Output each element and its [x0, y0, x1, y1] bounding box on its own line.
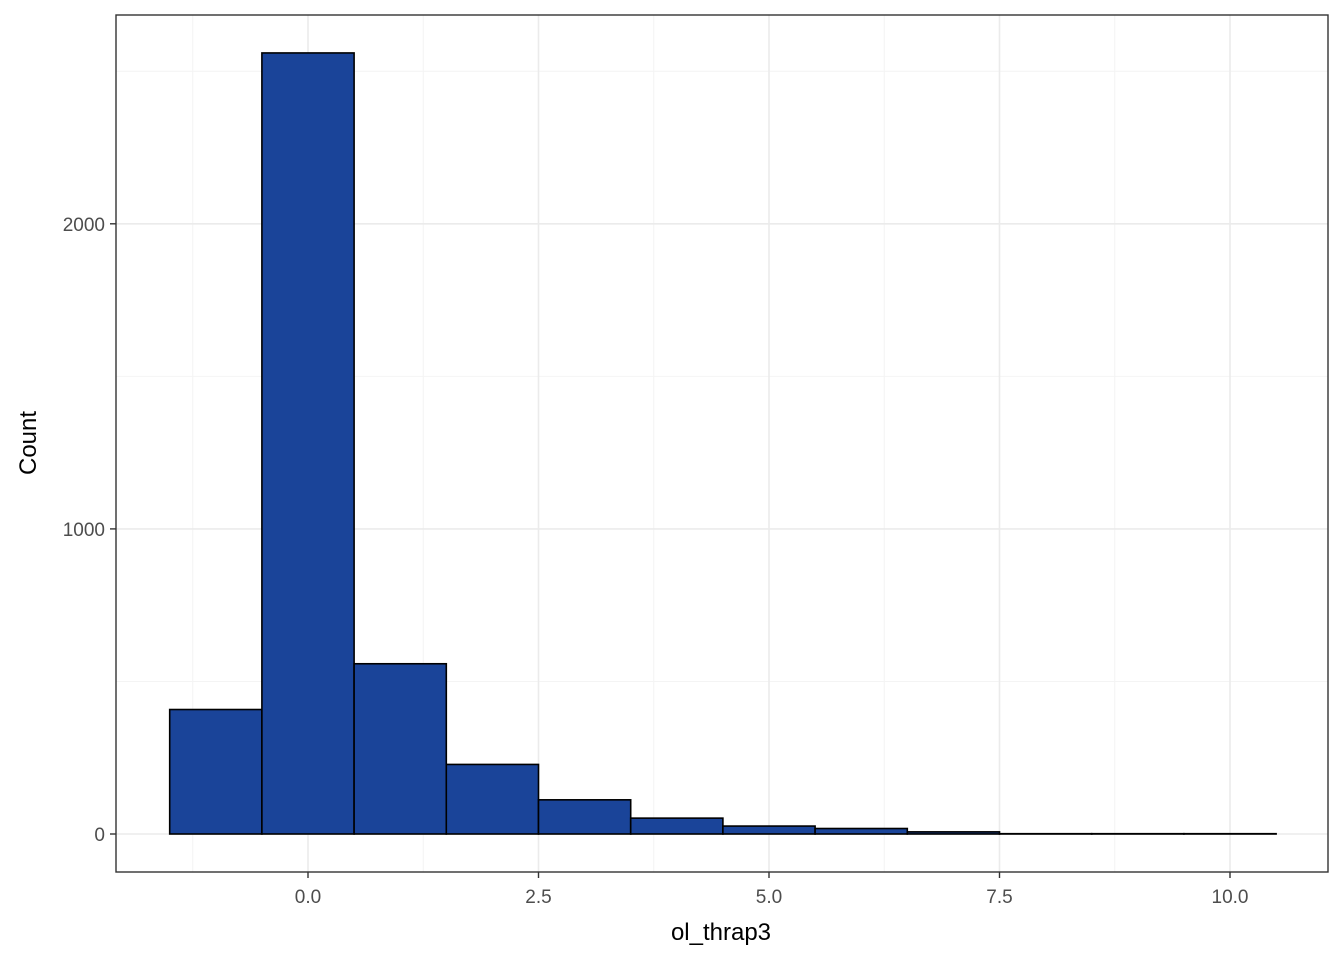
y-tick-label: 2000 — [63, 215, 105, 236]
histogram-bar — [261, 52, 355, 835]
histogram-bar — [722, 825, 816, 835]
histogram-bar — [353, 662, 448, 835]
histogram-bars — [168, 52, 1277, 835]
histogram-bar — [445, 763, 540, 835]
panel-border — [115, 14, 1329, 873]
histogram-bar — [814, 827, 909, 835]
histogram-bar — [629, 817, 724, 835]
x-axis-ticks: 0.0 2.5 5.0 7.5 10.0 — [295, 872, 1249, 908]
histogram-bar — [168, 708, 263, 835]
x-tick-label: 5.0 — [756, 887, 782, 908]
y-tick-label: 0 — [94, 825, 105, 846]
y-tick-label: 1000 — [63, 520, 105, 541]
x-tick-label: 0.0 — [295, 887, 321, 908]
x-tick-label: 10.0 — [1212, 887, 1249, 908]
y-axis-title: Count — [15, 411, 42, 475]
x-tick-label: 7.5 — [986, 887, 1012, 908]
x-tick-label: 2.5 — [525, 887, 551, 908]
y-axis-ticks: 0 1000 2000 — [63, 215, 116, 846]
x-axis-title: ol_thrap3 — [671, 919, 771, 946]
histogram-bar — [537, 799, 632, 835]
histogram-bar — [906, 831, 1001, 835]
